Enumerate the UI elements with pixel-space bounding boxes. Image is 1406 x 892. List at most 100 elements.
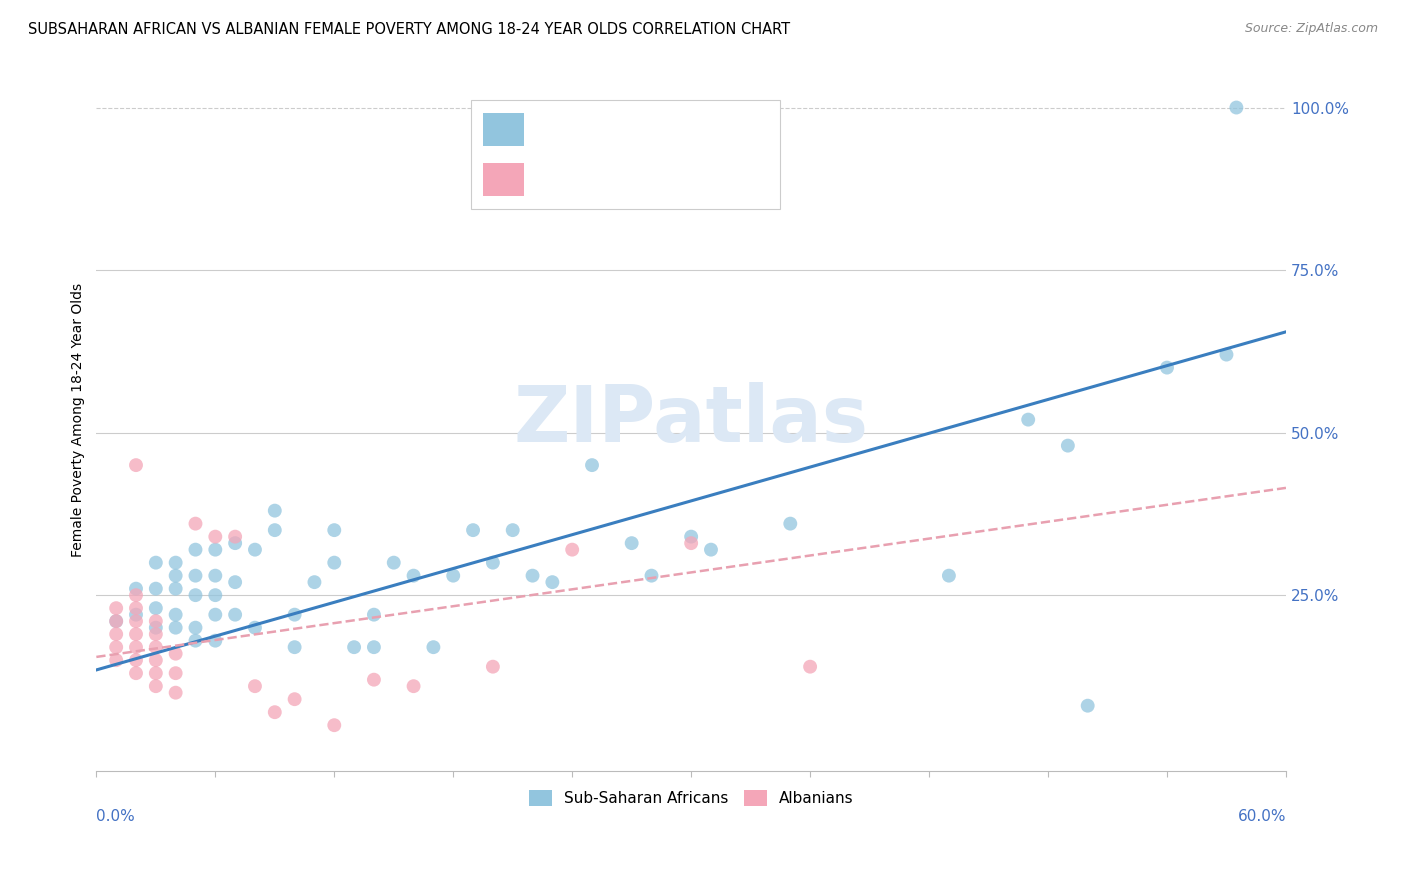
Point bbox=[363, 673, 385, 687]
Point bbox=[145, 621, 167, 635]
Point bbox=[402, 679, 425, 693]
Point bbox=[581, 458, 603, 472]
Point bbox=[145, 582, 167, 596]
Point bbox=[224, 575, 246, 590]
Point bbox=[204, 568, 226, 582]
Point bbox=[105, 627, 128, 641]
Point bbox=[145, 640, 167, 655]
Point bbox=[263, 503, 285, 517]
Point bbox=[125, 601, 148, 615]
Point bbox=[145, 666, 167, 681]
Point bbox=[382, 556, 405, 570]
Point bbox=[105, 640, 128, 655]
Point bbox=[145, 627, 167, 641]
Point bbox=[284, 692, 307, 706]
Point bbox=[284, 640, 307, 655]
Point bbox=[125, 458, 148, 472]
Point bbox=[323, 556, 346, 570]
Point bbox=[145, 614, 167, 628]
Point bbox=[561, 542, 583, 557]
Point bbox=[1017, 412, 1039, 426]
Point bbox=[681, 530, 703, 544]
Text: 0.0%: 0.0% bbox=[97, 809, 135, 824]
Point bbox=[125, 640, 148, 655]
Point bbox=[343, 640, 366, 655]
Point bbox=[640, 568, 662, 582]
Point bbox=[224, 530, 246, 544]
Point bbox=[938, 568, 960, 582]
Point bbox=[125, 614, 148, 628]
Point bbox=[165, 568, 187, 582]
Point bbox=[363, 607, 385, 622]
Y-axis label: Female Poverty Among 18-24 Year Olds: Female Poverty Among 18-24 Year Olds bbox=[72, 283, 86, 557]
Point bbox=[145, 556, 167, 570]
Point bbox=[224, 536, 246, 550]
Point bbox=[125, 653, 148, 667]
Text: ZIPatlas: ZIPatlas bbox=[513, 382, 869, 458]
Text: Source: ZipAtlas.com: Source: ZipAtlas.com bbox=[1244, 22, 1378, 36]
Point bbox=[482, 556, 505, 570]
Point bbox=[165, 556, 187, 570]
Text: 60.0%: 60.0% bbox=[1237, 809, 1286, 824]
Point bbox=[204, 530, 226, 544]
Point bbox=[263, 705, 285, 719]
Point bbox=[422, 640, 444, 655]
Point bbox=[799, 659, 821, 673]
Point bbox=[243, 621, 266, 635]
Point bbox=[1057, 439, 1080, 453]
Point bbox=[323, 718, 346, 732]
Point bbox=[145, 679, 167, 693]
Point bbox=[184, 588, 207, 602]
Point bbox=[105, 601, 128, 615]
Point bbox=[402, 568, 425, 582]
Point bbox=[700, 542, 723, 557]
Point bbox=[145, 601, 167, 615]
Point bbox=[204, 542, 226, 557]
Point bbox=[1225, 101, 1247, 115]
Point bbox=[165, 666, 187, 681]
Point bbox=[125, 666, 148, 681]
Point bbox=[105, 614, 128, 628]
Point bbox=[165, 686, 187, 700]
Point bbox=[779, 516, 801, 531]
Point bbox=[184, 633, 207, 648]
Point bbox=[165, 607, 187, 622]
Point bbox=[125, 607, 148, 622]
Point bbox=[1215, 348, 1237, 362]
Point bbox=[125, 582, 148, 596]
Point bbox=[323, 523, 346, 537]
Point bbox=[541, 575, 564, 590]
Point bbox=[243, 542, 266, 557]
Point bbox=[284, 607, 307, 622]
Point bbox=[204, 633, 226, 648]
Point bbox=[204, 607, 226, 622]
Point bbox=[461, 523, 484, 537]
Point bbox=[105, 614, 128, 628]
Point bbox=[620, 536, 643, 550]
Point bbox=[243, 679, 266, 693]
Point bbox=[165, 582, 187, 596]
Point bbox=[184, 621, 207, 635]
Point bbox=[363, 640, 385, 655]
Point bbox=[125, 588, 148, 602]
Point bbox=[105, 653, 128, 667]
Point bbox=[204, 588, 226, 602]
Point bbox=[482, 659, 505, 673]
Point bbox=[165, 621, 187, 635]
Point bbox=[125, 627, 148, 641]
Text: SUBSAHARAN AFRICAN VS ALBANIAN FEMALE POVERTY AMONG 18-24 YEAR OLDS CORRELATION : SUBSAHARAN AFRICAN VS ALBANIAN FEMALE PO… bbox=[28, 22, 790, 37]
Point bbox=[145, 653, 167, 667]
Point bbox=[184, 542, 207, 557]
Point bbox=[184, 568, 207, 582]
Point bbox=[1156, 360, 1178, 375]
Point bbox=[165, 647, 187, 661]
Point bbox=[502, 523, 524, 537]
Point bbox=[184, 516, 207, 531]
Point bbox=[1077, 698, 1099, 713]
Point bbox=[522, 568, 544, 582]
Point bbox=[681, 536, 703, 550]
Point bbox=[224, 607, 246, 622]
Legend: Sub-Saharan Africans, Albanians: Sub-Saharan Africans, Albanians bbox=[523, 784, 859, 813]
Point bbox=[441, 568, 464, 582]
Point bbox=[304, 575, 326, 590]
